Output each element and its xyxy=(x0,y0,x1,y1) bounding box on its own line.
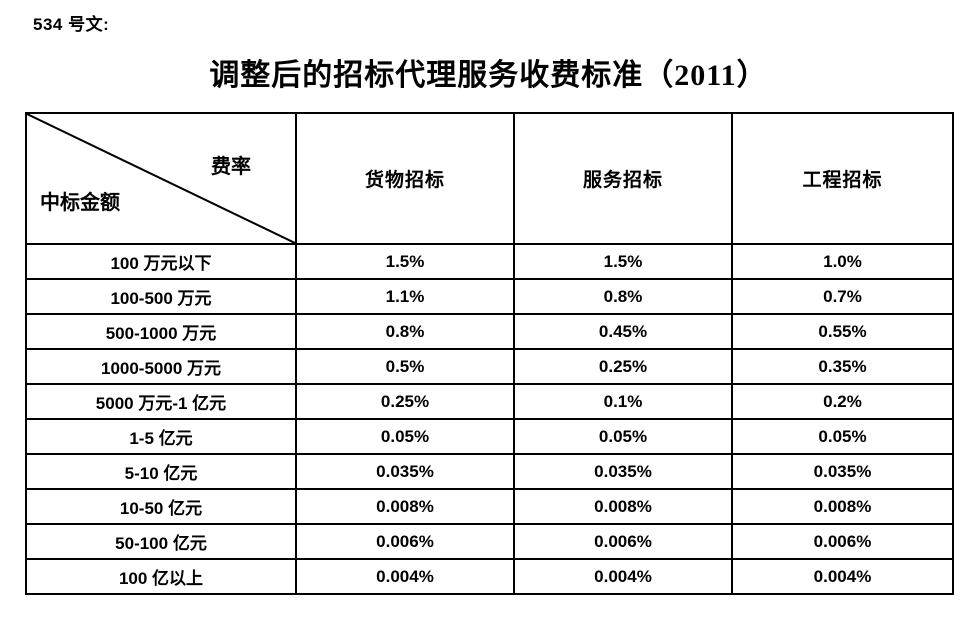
table-row: 1-5 亿元 0.05% 0.05% 0.05% xyxy=(25,418,954,455)
corner-header-cell: 费率 中标金额 xyxy=(25,112,297,245)
engineering-rate-cell: 0.05% xyxy=(731,418,954,455)
column-header-goods: 货物招标 xyxy=(295,112,515,245)
engineering-rate-cell: 1.0% xyxy=(731,243,954,280)
table-row: 100 亿以上 0.004% 0.004% 0.004% xyxy=(25,558,954,595)
corner-bid-amount-label: 中标金额 xyxy=(40,192,120,214)
engineering-rate-cell: 0.006% xyxy=(731,523,954,560)
engineering-rate-cell: 0.035% xyxy=(731,453,954,490)
service-rate-cell: 0.004% xyxy=(513,558,733,595)
document-title: 调整后的招标代理服务收费标准（2011） xyxy=(209,59,768,92)
table-row: 1000-5000 万元 0.5% 0.25% 0.35% xyxy=(25,348,954,385)
table-row: 5-10 亿元 0.035% 0.035% 0.035% xyxy=(25,453,954,490)
goods-rate-cell: 0.035% xyxy=(295,453,515,490)
amount-cell: 100 亿以上 xyxy=(25,558,297,595)
diagonal-divider-line xyxy=(27,114,295,243)
engineering-rate-cell: 0.008% xyxy=(731,488,954,525)
amount-cell: 1000-5000 万元 xyxy=(25,348,297,385)
goods-rate-cell: 0.8% xyxy=(295,313,515,350)
amount-cell: 500-1000 万元 xyxy=(25,313,297,350)
header-row: 费率 中标金额 货物招标 服务招标 工程招标 xyxy=(25,112,954,245)
goods-rate-cell: 1.1% xyxy=(295,278,515,315)
amount-cell: 5-10 亿元 xyxy=(25,453,297,490)
column-header-engineering: 工程招标 xyxy=(731,112,954,245)
column-header-service: 服务招标 xyxy=(513,112,733,245)
amount-cell: 5000 万元-1 亿元 xyxy=(25,383,297,420)
engineering-rate-cell: 0.55% xyxy=(731,313,954,350)
amount-cell: 1-5 亿元 xyxy=(25,418,297,455)
service-rate-cell: 0.25% xyxy=(513,348,733,385)
goods-rate-cell: 0.5% xyxy=(295,348,515,385)
engineering-rate-cell: 0.7% xyxy=(731,278,954,315)
table-row: 100 万元以下 1.5% 1.5% 1.0% xyxy=(25,243,954,280)
service-rate-cell: 0.45% xyxy=(513,313,733,350)
engineering-rate-cell: 0.2% xyxy=(731,383,954,420)
service-rate-cell: 0.035% xyxy=(513,453,733,490)
service-rate-cell: 0.05% xyxy=(513,418,733,455)
goods-rate-cell: 0.25% xyxy=(295,383,515,420)
table-row: 100-500 万元 1.1% 0.8% 0.7% xyxy=(25,278,954,315)
table-row: 5000 万元-1 亿元 0.25% 0.1% 0.2% xyxy=(25,383,954,420)
amount-cell: 100-500 万元 xyxy=(25,278,297,315)
doc-number-label: 534 号文: xyxy=(33,15,110,34)
goods-rate-cell: 0.05% xyxy=(295,418,515,455)
amount-cell: 100 万元以下 xyxy=(25,243,297,280)
goods-rate-cell: 0.006% xyxy=(295,523,515,560)
engineering-rate-cell: 0.35% xyxy=(731,348,954,385)
table-row: 10-50 亿元 0.008% 0.008% 0.008% xyxy=(25,488,954,525)
amount-cell: 10-50 亿元 xyxy=(25,488,297,525)
service-rate-cell: 0.006% xyxy=(513,523,733,560)
service-rate-cell: 1.5% xyxy=(513,243,733,280)
goods-rate-cell: 0.008% xyxy=(295,488,515,525)
amount-cell: 50-100 亿元 xyxy=(25,523,297,560)
engineering-rate-cell: 0.004% xyxy=(731,558,954,595)
fee-rate-table: 费率 中标金额 货物招标 服务招标 工程招标 100 万元以下 1.5% 1.5… xyxy=(25,112,954,595)
service-rate-cell: 0.1% xyxy=(513,383,733,420)
goods-rate-cell: 1.5% xyxy=(295,243,515,280)
service-rate-cell: 0.008% xyxy=(513,488,733,525)
corner-fee-rate-label: 费率 xyxy=(211,156,251,178)
table-row: 500-1000 万元 0.8% 0.45% 0.55% xyxy=(25,313,954,350)
goods-rate-cell: 0.004% xyxy=(295,558,515,595)
table-row: 50-100 亿元 0.006% 0.006% 0.006% xyxy=(25,523,954,560)
service-rate-cell: 0.8% xyxy=(513,278,733,315)
